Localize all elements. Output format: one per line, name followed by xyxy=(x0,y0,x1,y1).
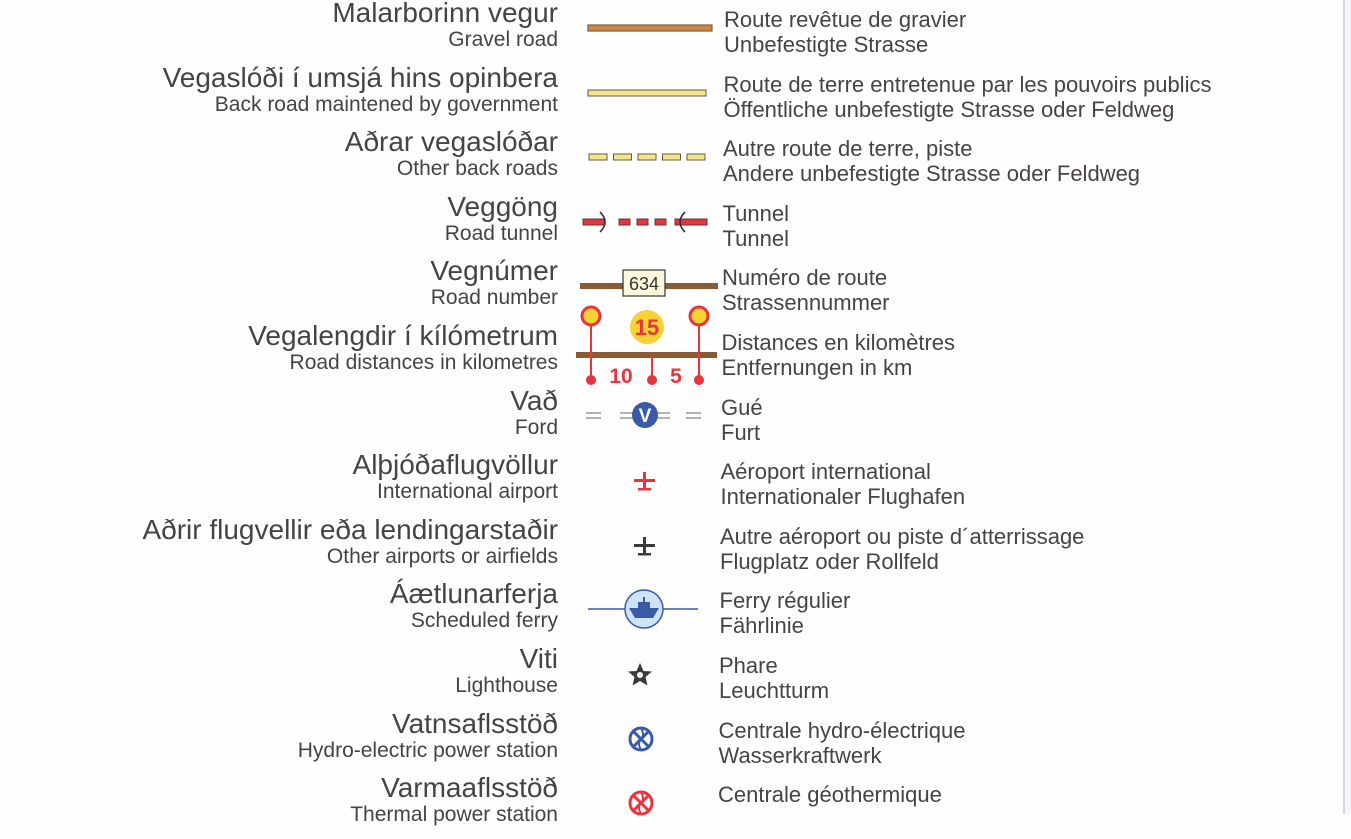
icelandic-label: Vegalengdir í kílómetrum xyxy=(248,320,558,351)
airfield-icon xyxy=(634,536,655,556)
legend-row: Áætlunarferja Scheduled ferry Ferry régu… xyxy=(0,578,1340,645)
english-label: Lighthouse xyxy=(455,674,558,697)
icelandic-label: Veggöng xyxy=(447,190,558,222)
page-background-beyond xyxy=(1345,0,1351,814)
legend-row: Veggöng Road tunnel Tunnel Tunnel xyxy=(0,190,1340,258)
french-label: Ferry régulier xyxy=(719,588,851,614)
german-label: Wasserkraftwerk xyxy=(718,742,882,768)
icelandic-label: Varmaaflsstöð xyxy=(381,772,558,804)
svg-text:V: V xyxy=(639,406,652,427)
icelandic-label: Aðrar vegaslóðar xyxy=(344,126,558,158)
distance-markers: 15 10 5 xyxy=(576,305,717,388)
lighthouse-star-icon xyxy=(628,663,652,686)
english-label: Other airports or airfields xyxy=(326,544,558,568)
page-edge xyxy=(1343,0,1345,814)
english-label: Back road maintened by government xyxy=(214,92,558,116)
french-label: Distances en kilomètres xyxy=(721,330,956,355)
icelandic-label: Vað xyxy=(510,384,558,416)
english-label: Hydro-electric power station xyxy=(297,738,558,762)
german-label: Leuchtturm xyxy=(719,678,830,703)
french-label: Autre aéroport ou piste d´atterrissage xyxy=(720,523,1085,549)
icelandic-label: Áætlunarferja xyxy=(389,578,558,610)
french-label: Phare xyxy=(719,653,778,678)
french-label: Centrale hydro-électrique xyxy=(718,717,966,743)
english-label: Gravel road xyxy=(448,28,558,51)
international-airport-icon xyxy=(634,472,655,491)
german-label: Unbefestigte Strasse xyxy=(724,32,929,57)
ford-icon: V xyxy=(586,401,701,428)
legend-row: Viti Lighthouse Phare Leuchtturm xyxy=(0,643,1340,710)
icelandic-label: Vatnsaflsstöð xyxy=(391,707,558,739)
svg-text:5: 5 xyxy=(670,365,682,388)
svg-text:15: 15 xyxy=(635,315,659,340)
road-number-box: 634 xyxy=(580,269,718,297)
french-label: Numéro de route xyxy=(722,265,888,291)
english-label: International airport xyxy=(377,480,558,504)
english-label: Thermal power station xyxy=(350,803,558,827)
legend-row: Vað Ford V Gué Furt xyxy=(0,384,1340,452)
icelandic-label: Malarborinn vegur xyxy=(332,0,558,28)
legend-row: Vegnúmer Road number 634 Numéro de route… xyxy=(0,255,1340,322)
government-back-road-line xyxy=(587,89,707,97)
english-label: Road tunnel xyxy=(444,221,558,245)
german-label: Fährlinie xyxy=(719,613,804,639)
german-label: Furt xyxy=(721,419,761,445)
english-label: Scheduled ferry xyxy=(410,609,558,633)
hydro-power-icon xyxy=(628,726,654,752)
german-label: Andere unbefestigte Strasse oder Feldweg xyxy=(723,161,1141,187)
french-label: Route de terre entretenue par les pouvoi… xyxy=(723,71,1212,97)
german-label: Tunnel xyxy=(722,225,789,251)
french-label: Tunnel xyxy=(722,200,789,226)
french-label: Centrale géothermique xyxy=(718,782,942,808)
french-label: Aéroport international xyxy=(720,459,931,485)
svg-text:10: 10 xyxy=(609,365,632,388)
german-label: Internationaler Flughafen xyxy=(720,484,966,510)
english-label: Ford xyxy=(514,415,558,439)
icelandic-label: Alþjóðaflugvöllur xyxy=(352,449,558,481)
icelandic-label: Vegaslóði í umsjá hins opinbera xyxy=(162,61,558,93)
tunnel-line xyxy=(582,211,708,233)
german-label: Öffentliche unbefestigte Strasse oder Fe… xyxy=(723,96,1175,122)
german-label: Entfernungen in km xyxy=(721,355,913,380)
road-number-sample: 634 xyxy=(629,274,659,294)
english-label: Road distances in kilometres xyxy=(289,351,558,374)
german-label: Flugplatz oder Rollfeld xyxy=(720,548,939,574)
german-label: Strassennummer xyxy=(722,290,890,316)
gravel-road-line xyxy=(587,24,713,32)
legend-row: Aðrir flugvellir eða lendingarstaðir Oth… xyxy=(0,513,1340,581)
english-label: Road number xyxy=(430,286,558,310)
french-label: Autre route de terre, piste xyxy=(723,136,973,162)
legend-row: Vegaslóði í umsjá hins opinbera Back roa… xyxy=(0,61,1340,129)
legend-row: Aðrar vegaslóðar Other back roads Autre … xyxy=(0,126,1340,193)
ferry-icon xyxy=(588,589,698,630)
icelandic-label: Viti xyxy=(519,643,558,674)
french-label: Route revêtue de gravier xyxy=(724,7,967,32)
thermal-power-icon xyxy=(628,790,654,816)
icelandic-label: Aðrir flugvellir eða lendingarstaðir xyxy=(142,513,558,545)
legend-row: Varmaaflsstöð Thermal power station Cent… xyxy=(0,772,1340,839)
other-back-road-dashed-line xyxy=(588,153,706,161)
legend-row: Alþjóðaflugvöllur International airport … xyxy=(0,449,1340,516)
legend-row: Vatnsaflsstöð Hydro-electric power stati… xyxy=(0,707,1340,775)
legend-row: Vegalengdir í kílómetrum Road distances … xyxy=(0,305,1340,388)
legend-row: Malarborinn vegur Gravel road Route revê… xyxy=(0,0,1340,64)
icelandic-label: Vegnúmer xyxy=(430,255,558,287)
english-label: Other back roads xyxy=(396,157,558,181)
french-label: Gué xyxy=(721,394,763,420)
